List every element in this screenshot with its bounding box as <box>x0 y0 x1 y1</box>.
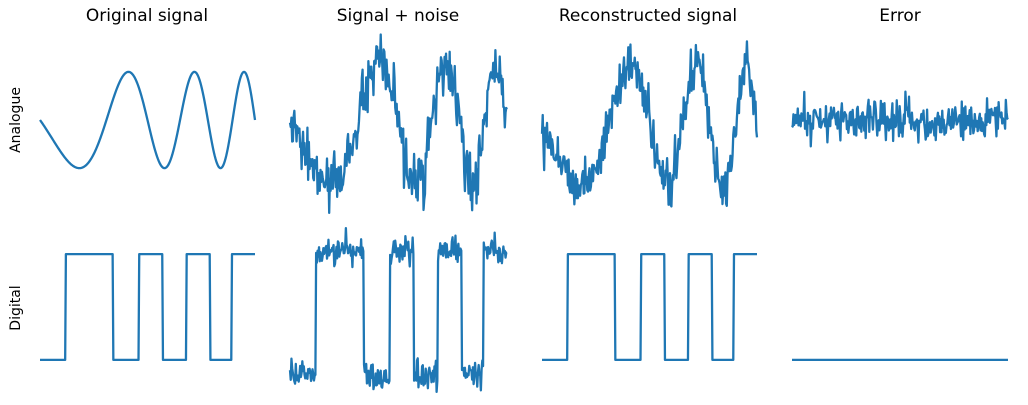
series-line <box>288 33 508 214</box>
column-title-original: Original signal <box>85 6 209 26</box>
series-line <box>39 70 257 170</box>
analogue-original-panel <box>39 70 257 170</box>
analogue-noisy-panel <box>288 33 508 214</box>
digital-noisy-panel <box>288 226 508 394</box>
column-title-noisy: Signal + noise <box>336 6 460 26</box>
digital-reconstructed-panel <box>541 252 758 362</box>
digital-original-panel <box>39 252 256 362</box>
series-line <box>39 252 256 362</box>
column-title-error: Error <box>879 6 921 26</box>
series-line <box>791 90 1009 148</box>
series-line <box>288 226 508 394</box>
column-title-reconstructed: Reconstructed signal <box>558 6 738 26</box>
analogue-error-panel <box>791 90 1009 148</box>
row-label-analogue: Analogue <box>8 87 24 153</box>
analogue-reconstructed-panel <box>540 40 759 208</box>
row-label-digital: Digital <box>8 285 24 331</box>
digital-error-panel <box>791 358 1009 362</box>
series-line <box>541 252 758 362</box>
series-line <box>540 40 759 208</box>
